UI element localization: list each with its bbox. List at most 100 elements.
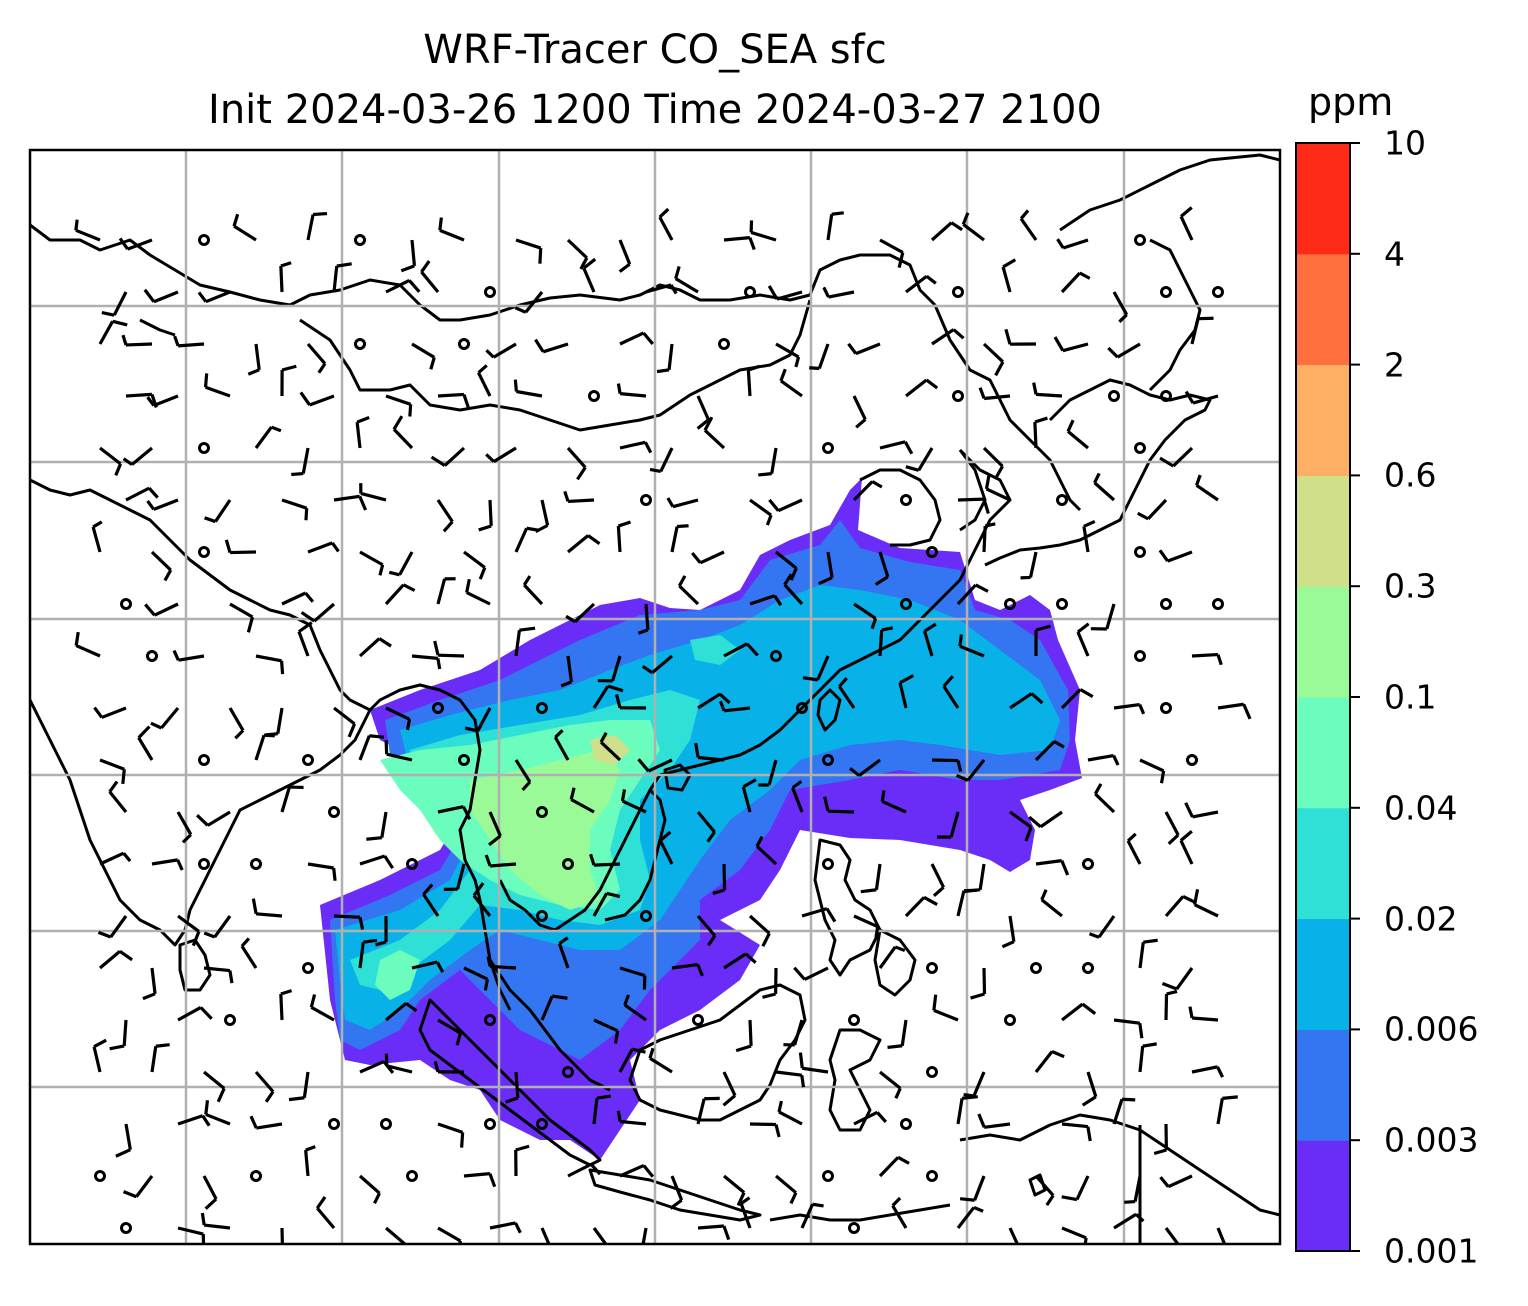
wind-barb-313 xyxy=(358,938,378,969)
wind-barb-187 xyxy=(641,654,674,675)
wind-barb-226 xyxy=(384,740,413,762)
wind-barb-67 xyxy=(146,394,179,408)
wind-barb-153 xyxy=(1158,549,1193,563)
wind-barb-280 xyxy=(930,863,945,897)
wind-barb-367 xyxy=(878,1070,902,1099)
wind-barb-122 xyxy=(749,498,773,526)
wind-barb-342 xyxy=(735,1019,753,1053)
wind-barb-219 xyxy=(1217,702,1252,720)
wind-barb-189 xyxy=(770,650,782,662)
wind-barb-240 xyxy=(1139,758,1166,784)
wind-barb-108 xyxy=(1134,442,1146,454)
coastline-segment-16 xyxy=(628,983,807,1122)
wind-barb-383 xyxy=(592,1094,611,1125)
wind-barb-175 xyxy=(1212,598,1224,610)
wind-barb-198 xyxy=(93,706,127,719)
wind-barb-52 xyxy=(485,342,517,359)
map-frame xyxy=(28,148,1282,1246)
wind-barb-165 xyxy=(677,575,700,606)
wind-barb-98 xyxy=(619,440,653,454)
wind-barb-174 xyxy=(1160,598,1172,610)
wind-barb-208 xyxy=(614,694,647,710)
wind-barb-295 xyxy=(592,891,621,917)
wind-barb-90 xyxy=(198,442,210,454)
wind-barb-275 xyxy=(658,830,674,865)
wind-barb-8 xyxy=(515,238,543,264)
wind-barb-365 xyxy=(775,1070,806,1088)
wind-barb-109 xyxy=(1159,446,1194,468)
wind-barb-131 xyxy=(1195,474,1219,502)
colorbar xyxy=(1295,142,1360,1252)
wind-barb-205 xyxy=(464,707,492,733)
wind-barb-409 xyxy=(774,1174,798,1205)
wind-barb-154 xyxy=(120,598,132,610)
wind-barb-210 xyxy=(718,700,751,713)
wind-barb-102 xyxy=(822,442,834,454)
wind-barb-115 xyxy=(359,483,387,502)
wind-barb-12 xyxy=(723,236,756,251)
wind-barb-230 xyxy=(599,731,622,762)
wind-barb-141 xyxy=(566,534,601,554)
wind-barb-71 xyxy=(385,394,413,417)
wind-barb-234 xyxy=(822,754,834,766)
wind-barb-82 xyxy=(952,390,964,402)
wind-barb-145 xyxy=(775,550,798,581)
wind-barb-385 xyxy=(696,1096,720,1125)
wind-barb-417 xyxy=(1159,1174,1193,1189)
wind-barb-150 xyxy=(1020,551,1038,580)
wind-barb-377 xyxy=(249,1115,283,1130)
wind-barb-227 xyxy=(458,754,470,766)
wind-barb-32 xyxy=(645,283,678,295)
wind-barb-283 xyxy=(1082,858,1094,870)
wind-barb-329 xyxy=(1161,967,1194,991)
colorbar-tick-label-10: 10 xyxy=(1384,123,1426,163)
coastline-segment-18 xyxy=(588,1168,762,1222)
wind-barb-18 xyxy=(1019,209,1038,241)
wind-barb-331 xyxy=(177,1006,213,1022)
wind-barb-353 xyxy=(150,1043,170,1073)
coastline-segment-9 xyxy=(30,478,311,627)
wind-barb-370 xyxy=(1034,1050,1065,1073)
wind-barb-287 xyxy=(177,914,201,947)
wind-barb-274 xyxy=(589,853,621,867)
wind-barb-244 xyxy=(195,810,231,827)
wind-barb-0 xyxy=(74,219,101,242)
wind-barb-374 xyxy=(115,1123,132,1158)
wind-barb-403 xyxy=(463,1172,497,1188)
wind-barb-164 xyxy=(637,603,650,635)
colorbar-tick-label-1: 0.003 xyxy=(1384,1120,1479,1160)
wind-barb-1 xyxy=(118,237,153,251)
coastline-segment-19 xyxy=(828,1028,882,1132)
colorbar-segment-6 xyxy=(1296,475,1350,587)
coastline-segment-28 xyxy=(139,318,176,337)
map-title-line-1: WRF-Tracer CO_SEA sfc xyxy=(423,27,887,73)
wind-barb-221 xyxy=(137,725,154,761)
wind-barb-231 xyxy=(637,758,673,773)
wind-barb-239 xyxy=(1087,753,1120,766)
wind-barb-218 xyxy=(1160,702,1172,714)
wind-barb-395 xyxy=(1216,1095,1238,1125)
wind-barb-259 xyxy=(1009,810,1033,842)
wind-barb-213 xyxy=(898,674,915,709)
wind-barb-387 xyxy=(777,1100,803,1126)
wind-barb-429 xyxy=(697,1224,731,1241)
wind-barb-297 xyxy=(696,914,717,947)
wind-barb-324 xyxy=(926,962,938,974)
wind-barb-284 xyxy=(1126,832,1142,865)
wind-barb-396 xyxy=(94,1170,106,1182)
wind-barb-236 xyxy=(931,758,963,772)
wind-barb-402 xyxy=(406,1170,418,1182)
wind-barb-23 xyxy=(143,288,179,304)
wind-barb-183 xyxy=(433,640,465,658)
coastline-segment-23 xyxy=(663,763,692,792)
wind-barb-270 xyxy=(406,858,418,870)
wind-barb-294 xyxy=(536,910,548,922)
wind-barb-50 xyxy=(411,342,436,370)
wind-barb-30 xyxy=(514,290,544,314)
wind-barb-147 xyxy=(874,551,890,586)
coastline-segment-1 xyxy=(299,299,812,432)
coastline-segment-6 xyxy=(1148,238,1202,392)
wind-barb-209 xyxy=(697,692,731,710)
wind-barb-272 xyxy=(484,854,517,868)
colorbar-tick-label-8: 2 xyxy=(1384,345,1405,385)
